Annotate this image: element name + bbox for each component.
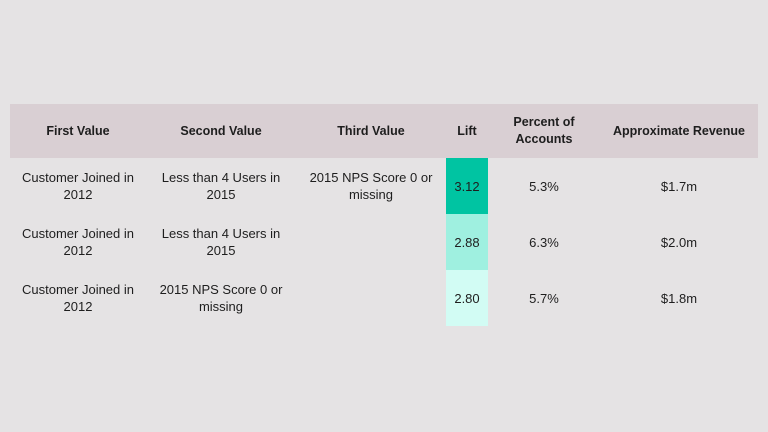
lift-value: 2.80: [446, 270, 488, 326]
second-value-cell: Less than 4 Users in 2015: [161, 170, 281, 202]
revenue-cell: $1.8m: [660, 290, 698, 306]
first-value-cell: Customer Joined in 2012: [22, 226, 134, 258]
table-row: Customer Joined in 2012 2015 NPS Score 0…: [10, 270, 758, 326]
header-percent-of-accounts: Percent of Accounts: [513, 115, 575, 146]
lift-value: 2.88: [446, 214, 488, 270]
percent-cell: 5.7%: [529, 290, 559, 306]
header-approximate-revenue: Approximate Revenue: [613, 123, 745, 138]
second-value-cell: 2015 NPS Score 0 or missing: [159, 282, 283, 314]
lift-cell: 2.88: [446, 214, 488, 270]
header-second-value: Second Value: [180, 123, 262, 138]
first-value-cell: Customer Joined in 2012: [22, 282, 134, 314]
table-header-row: First Value Second Value Third Value Lif…: [10, 104, 758, 158]
first-value-cell: Customer Joined in 2012: [22, 170, 134, 202]
second-value-cell: Less than 4 Users in 2015: [161, 226, 281, 258]
third-value-cell: [296, 270, 446, 326]
header-first-value: First Value: [46, 123, 110, 138]
revenue-cell: $2.0m: [660, 234, 698, 250]
percent-cell: 6.3%: [529, 234, 559, 250]
lift-cell: 2.80: [446, 270, 488, 326]
header-third-value: Third Value: [337, 123, 405, 138]
table-row: Customer Joined in 2012 Less than 4 User…: [10, 214, 758, 270]
lift-cell: 3.12: [446, 158, 488, 214]
table-row: Customer Joined in 2012 Less than 4 User…: [10, 158, 758, 214]
third-value-cell: [296, 214, 446, 270]
percent-cell: 5.3%: [529, 178, 559, 194]
revenue-cell: $1.7m: [660, 178, 698, 194]
third-value-cell: 2015 NPS Score 0 or missing: [309, 170, 433, 202]
lift-table: First Value Second Value Third Value Lif…: [10, 104, 758, 326]
header-lift: Lift: [457, 123, 477, 138]
lift-value: 3.12: [446, 158, 488, 214]
